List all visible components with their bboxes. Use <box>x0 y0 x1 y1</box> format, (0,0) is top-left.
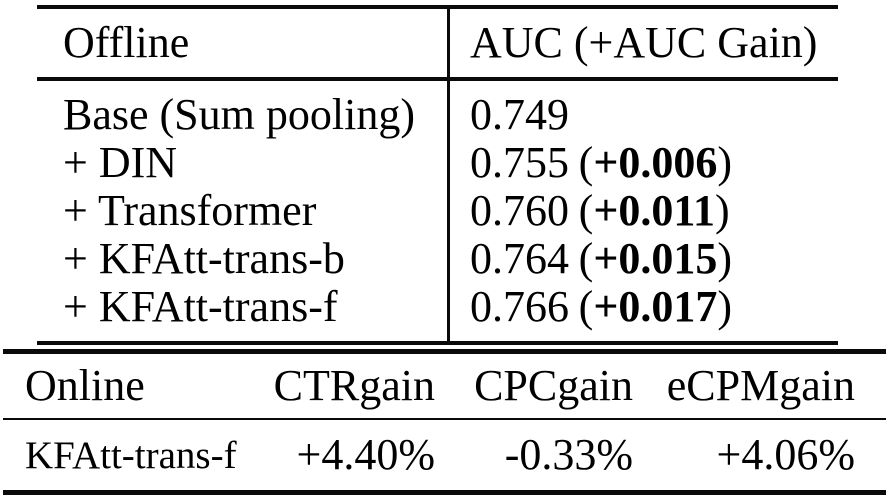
auc-gain-value: +0.006 <box>593 138 718 187</box>
gain-paren-close: ) <box>714 186 730 235</box>
auc-cell: 0.764 (+0.015) <box>470 235 838 283</box>
auc-value: 0.766 <box>470 282 569 331</box>
auc-value: 0.760 <box>470 186 569 235</box>
auc-cell: 0.755 (+0.006) <box>470 139 838 187</box>
offline-header-rule <box>37 77 838 81</box>
offline-header-label: Offline <box>63 18 190 67</box>
auc-cell: 0.760 (+0.011) <box>470 187 838 235</box>
model-label: + KFAtt-trans-f <box>63 282 338 331</box>
model-label: + Transformer <box>63 186 317 235</box>
online-header-label: Online <box>25 361 145 410</box>
gain-paren-open: ( <box>578 234 594 283</box>
offline-auc-column: 0.749 0.755 (+0.006) 0.760 (+0.011) 0.764(… <box>447 81 838 341</box>
auc-value: 0.755 <box>470 138 569 187</box>
auc-gain-value: +0.017 <box>593 282 718 331</box>
offline-body: Base (Sum pooling) + DIN + Transformer +… <box>37 81 838 341</box>
offline-bottom-rule <box>37 341 838 345</box>
ctr-gain-value: +4.40% <box>296 430 435 479</box>
offline-header-col2: AUC (+AUC Gain) <box>447 9 838 77</box>
cpc-gain-value: -0.33% <box>504 430 633 479</box>
online-model-label: KFAtt-trans-f <box>25 433 237 477</box>
gain-paren-close: ) <box>717 138 733 187</box>
online-top-rule <box>3 349 886 354</box>
auc-cell: 0.766 (+0.017) <box>470 283 838 331</box>
model-label: + DIN <box>63 138 178 187</box>
gain-paren-close: ) <box>717 282 733 331</box>
gain-paren-open: ( <box>578 282 594 331</box>
online-header-rule <box>3 418 886 420</box>
cpc-gain-header: CPCgain <box>474 361 633 410</box>
offline-header-row: Offline AUC (+AUC Gain) <box>37 9 838 77</box>
ecpm-gain-value: +4.06% <box>716 430 855 479</box>
auc-gain-value: +0.015 <box>593 234 718 283</box>
model-label: + KFAtt-trans-b <box>63 234 345 283</box>
auc-gain-header-label: AUC (+AUC Gain) <box>470 18 818 67</box>
online-bottom-rule <box>3 490 886 495</box>
auc-value: 0.764 <box>470 234 569 283</box>
auc-cell: 0.749 <box>470 91 838 139</box>
online-results-table: Online CTRgain CPCgain eCPMgain KFAtt-tr… <box>3 349 886 495</box>
ctr-gain-header: CTRgain <box>273 361 435 410</box>
online-header-row: Online CTRgain CPCgain eCPMgain <box>3 354 886 418</box>
online-data-row: KFAtt-trans-f +4.40% -0.33% +4.06% <box>3 420 886 490</box>
auc-value: 0.749 <box>470 90 569 139</box>
offline-model-column: Base (Sum pooling) + DIN + Transformer +… <box>37 81 447 341</box>
gain-paren-open: ( <box>578 138 594 187</box>
offline-results-table: Offline AUC (+AUC Gain) Base (Sum poolin… <box>37 5 838 345</box>
auc-gain-value: +0.011 <box>593 186 715 235</box>
ecpm-gain-header: eCPMgain <box>666 361 855 410</box>
gain-paren-close: ) <box>717 234 733 283</box>
offline-top-rule <box>37 5 838 9</box>
model-label: Base (Sum pooling) <box>63 90 415 139</box>
offline-header-col1: Offline <box>37 21 447 65</box>
gain-paren-open: ( <box>578 186 594 235</box>
